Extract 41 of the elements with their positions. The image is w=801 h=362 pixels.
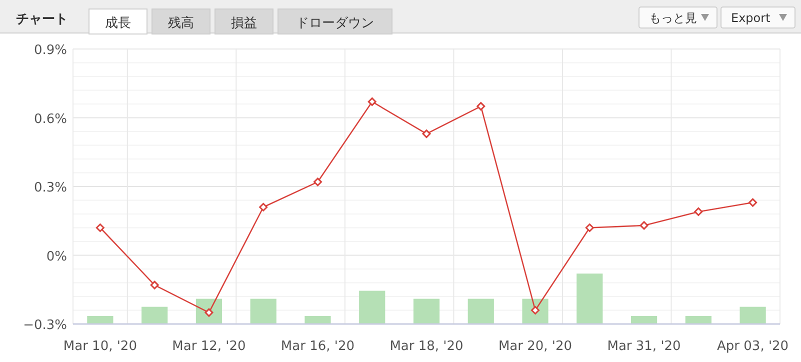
point <box>476 102 486 111</box>
point <box>313 178 322 186</box>
point <box>259 202 268 212</box>
chart-title: チャート <box>16 12 68 27</box>
y-tick-label: 0.9% <box>34 43 67 58</box>
bar <box>359 290 386 324</box>
point <box>694 207 703 216</box>
point <box>96 224 104 232</box>
bar <box>468 298 494 324</box>
point <box>585 224 594 232</box>
text: ドローダウン <box>296 16 374 31</box>
y-tick-label: 0.3% <box>34 180 67 196</box>
point <box>640 221 648 230</box>
text: Export <box>731 11 771 25</box>
bar <box>250 298 276 324</box>
bar <box>630 316 658 324</box>
point <box>422 130 431 138</box>
bar <box>413 298 440 324</box>
x-tick-label: Mar 10, '20 <box>63 339 137 354</box>
x-tick-label: Mar 20, '20 <box>498 339 572 354</box>
text: 成長 <box>105 16 131 31</box>
bar <box>304 316 331 324</box>
point <box>368 97 376 106</box>
bar <box>740 306 766 324</box>
y-tick-label: 0.6% <box>34 112 67 127</box>
text: 損益 <box>231 16 257 31</box>
x-tick-label: Mar 12, '20 <box>172 339 246 354</box>
text: もっと見 <box>649 11 697 25</box>
point <box>748 198 758 207</box>
bar <box>685 316 712 324</box>
point <box>150 280 159 290</box>
x-tick-label: Apr 03, '20 <box>717 339 789 354</box>
x-tick-label: Mar 18, '20 <box>390 339 464 354</box>
y-tick-label: 0% <box>46 249 67 264</box>
x-tick-label: Mar 16, '20 <box>280 339 355 354</box>
bar <box>87 316 114 324</box>
x-tick-label: Mar 31, '20 <box>607 339 681 354</box>
y-tick-label: −0.3% <box>23 318 67 333</box>
bar <box>576 274 603 324</box>
bar <box>142 306 168 324</box>
text: 残高 <box>168 15 194 31</box>
